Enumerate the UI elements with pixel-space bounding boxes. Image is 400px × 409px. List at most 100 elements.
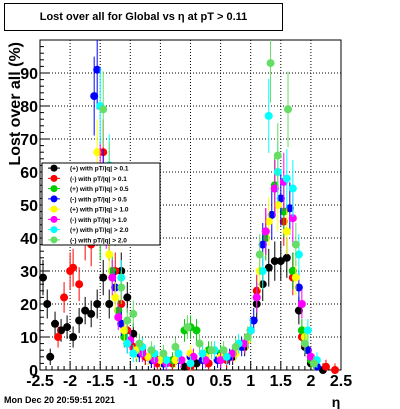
data-point — [105, 300, 114, 308]
data-point — [300, 339, 309, 348]
data-point — [39, 273, 48, 282]
data-point — [228, 349, 237, 358]
data-point — [303, 346, 312, 355]
data-point — [297, 300, 306, 308]
legend-label: (-) with pT/|q| > 1.0 — [70, 217, 127, 224]
data-point — [171, 342, 180, 351]
data-point — [276, 257, 285, 266]
data-point — [246, 326, 255, 335]
y-tick-label: 70 — [20, 132, 38, 149]
data-point — [129, 349, 138, 358]
data-point — [87, 309, 96, 318]
data-point — [306, 352, 315, 361]
data-point — [282, 253, 291, 262]
data-point — [144, 352, 153, 361]
legend-label: (+) with pT/|q| > 2.0 — [70, 227, 129, 234]
legend-label: (-) with pT/|q| > 0.5 — [70, 196, 127, 203]
data-point — [207, 346, 216, 355]
x-tick-label: 0.5 — [209, 373, 231, 390]
data-point — [291, 240, 300, 249]
data-point — [105, 250, 114, 259]
data-point — [93, 300, 102, 308]
data-point — [288, 267, 297, 275]
data-point — [192, 359, 201, 368]
data-point — [177, 356, 186, 365]
data-point — [93, 65, 102, 74]
data-point — [252, 293, 261, 302]
legend-label: (+) with pT/|q| > 1.0 — [70, 207, 129, 214]
data-point — [243, 333, 252, 341]
data-point — [120, 326, 129, 335]
data-point — [276, 194, 285, 203]
y-tick-label: 60 — [20, 165, 38, 182]
data-point — [258, 240, 267, 249]
data-point — [162, 356, 171, 365]
y-tick-label: 0 — [29, 363, 38, 380]
data-point — [294, 250, 303, 259]
data-point — [60, 293, 69, 302]
data-point — [90, 92, 99, 101]
data-point — [108, 273, 117, 282]
x-tick-label: 2 — [306, 373, 315, 390]
data-point — [57, 326, 66, 335]
timestamp: Mon Dec 20 20:59:51 2021 — [4, 395, 116, 405]
data-point — [186, 359, 195, 368]
data-point — [183, 323, 192, 332]
data-point — [288, 184, 297, 193]
data-point — [198, 349, 207, 358]
data-point — [273, 151, 282, 160]
legend-label: (+) with pT/|q| > 0.5 — [70, 186, 129, 193]
data-point — [159, 349, 168, 358]
data-point — [216, 356, 225, 365]
data-point — [231, 342, 240, 351]
data-point — [294, 306, 303, 315]
data-points — [39, 40, 339, 374]
data-point — [309, 359, 318, 368]
x-tick-label: 2.5 — [330, 373, 352, 390]
data-point — [171, 356, 180, 365]
data-point — [201, 356, 210, 365]
x-tick-label: -1 — [123, 373, 137, 390]
data-point — [267, 210, 276, 219]
data-point — [288, 214, 297, 223]
data-point — [321, 362, 330, 371]
data-point — [54, 333, 63, 341]
data-point — [255, 250, 264, 259]
y-tick-label: 40 — [20, 231, 38, 248]
data-point — [174, 349, 183, 358]
data-point — [189, 352, 198, 361]
y-tick-label: 90 — [20, 66, 38, 83]
data-point — [180, 362, 189, 371]
y-tick-label: 20 — [20, 297, 38, 314]
y-tick-label: 10 — [20, 330, 38, 347]
data-point — [282, 227, 291, 236]
chart-title: Lost over all for Global vs η at pT > 0.… — [4, 3, 283, 31]
data-point — [43, 300, 52, 308]
data-point — [297, 326, 306, 335]
data-point — [282, 174, 291, 183]
data-point — [240, 339, 249, 348]
y-axis-title: Lost over all (%) — [7, 42, 24, 166]
x-tick-label: -1.5 — [86, 373, 114, 390]
legend-label: (+) with pT/|q| > 0.1 — [70, 166, 129, 173]
data-point — [291, 273, 300, 282]
axis-labels: -2.5 -2 -1.5 -1 -0.5 0 0.5 1 1.5 2 2.5 0 10 20 30 40 50 6… — [7, 42, 352, 409]
data-point — [264, 217, 273, 226]
data-point — [129, 309, 138, 318]
x-tick-label: 1 — [246, 373, 255, 390]
data-point — [270, 184, 279, 193]
x-tick-label: -2 — [63, 373, 77, 390]
x-tick-label: -0.5 — [147, 373, 175, 390]
data-point — [114, 313, 123, 322]
data-point — [266, 59, 275, 68]
data-point — [264, 111, 273, 120]
data-point — [285, 204, 294, 213]
data-point — [75, 316, 84, 325]
data-point — [117, 283, 126, 292]
data-point — [123, 316, 132, 325]
legend-label: (-) with pT/|q| > 0.1 — [70, 176, 127, 183]
data-point — [270, 257, 279, 266]
data-point — [195, 339, 204, 348]
data-point — [93, 148, 102, 157]
